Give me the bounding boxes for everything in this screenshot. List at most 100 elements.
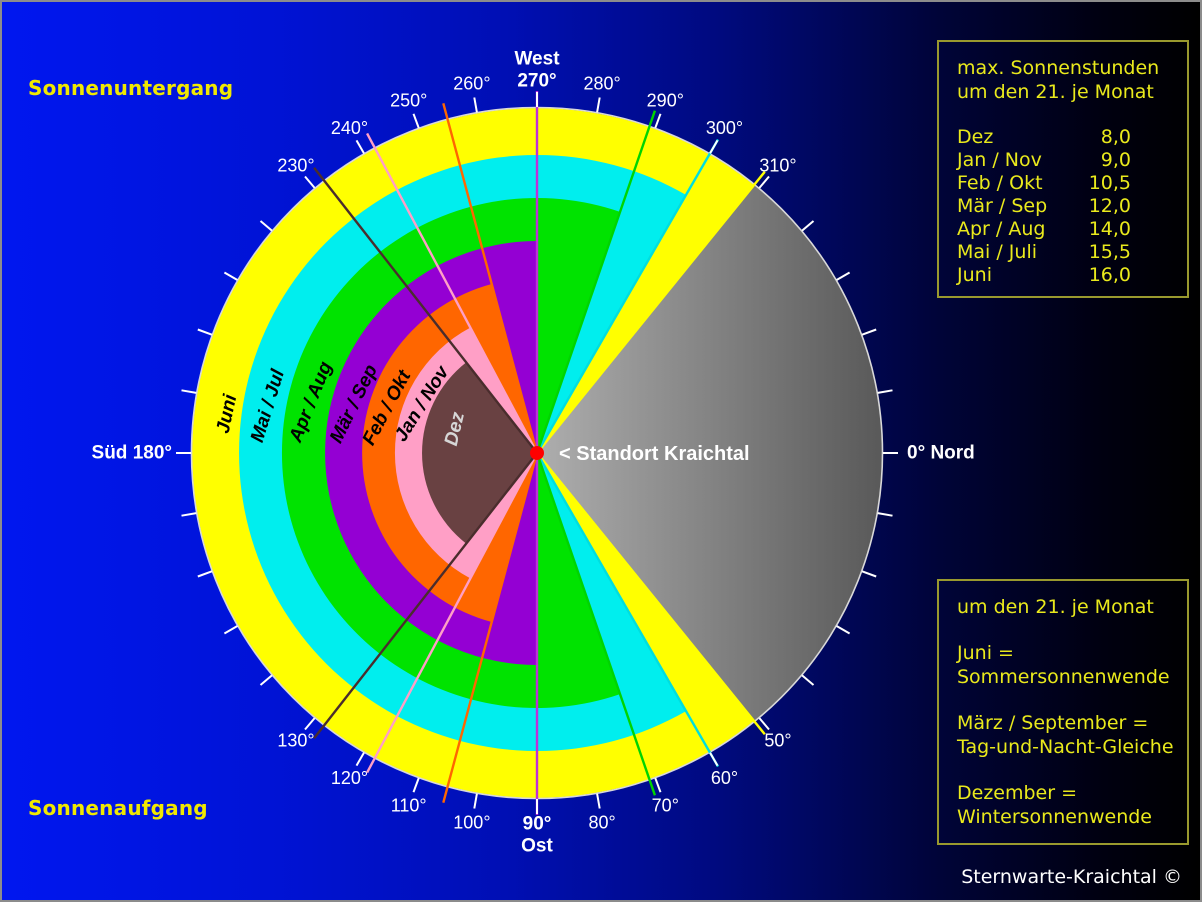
hours-row-value: 15,5 (1088, 241, 1131, 263)
degree-label-60: 60° (711, 768, 738, 788)
hours-row-month: Feb / Okt (957, 172, 1043, 194)
sunset-line-jan-nov (366, 132, 539, 454)
cardinal-label-nord: 0° Nord (907, 443, 975, 464)
tick-mark-70 (654, 777, 662, 793)
center-dot (530, 446, 544, 460)
tick-mark-60 (709, 752, 719, 767)
tick-mark-150 (223, 625, 238, 635)
tick-mark-130 (304, 717, 316, 731)
hours-row-value: 9,0 (1100, 149, 1131, 171)
tick-mark-220 (259, 220, 273, 232)
sector-dez (422, 362, 537, 544)
tick-mark-310 (758, 175, 770, 189)
degree-label-130: 130° (277, 730, 314, 750)
hours-row-month: Juni (957, 264, 992, 286)
degree-label-250: 250° (390, 91, 427, 111)
credit-label: Sternwarte-Kraichtal © (961, 866, 1182, 888)
tick-mark-40 (801, 674, 815, 686)
sunrise-line-feb-okt (442, 452, 539, 804)
note-term: März / September = (957, 712, 1149, 734)
tick-mark-190 (181, 389, 197, 394)
tick-mark-200 (197, 328, 213, 336)
degree-label-300: 300° (706, 118, 743, 138)
tick-mark-80 (596, 793, 601, 809)
note-entry: Juni = Sommersonnenwende (957, 641, 1170, 689)
note-entry: März / September = Tag-und-Nacht-Gleiche (957, 711, 1174, 759)
cardinal-label-ost: Ost (521, 836, 553, 857)
tick-mark-120 (355, 752, 365, 767)
sunset-line-dez (313, 166, 538, 454)
sunrise-label: Sonnenaufgang (28, 796, 208, 820)
cardinal-label-sued: Süd 180° (92, 443, 172, 464)
hours-row: Mär / Sep 12,0 (957, 195, 1169, 218)
tick-mark-20 (861, 570, 877, 578)
degree-label-260: 260° (453, 74, 490, 94)
notes-list: Juni = Sommersonnenwende März / September … (957, 641, 1174, 829)
tick-mark-140 (259, 674, 273, 686)
degree-label-110: 110° (391, 795, 427, 815)
hours-row-value: 10,5 (1088, 172, 1131, 194)
solstice-notes-box: um den 21. je Monat Juni = Sommersonnenwe… (937, 579, 1189, 845)
degree-label-230: 230° (277, 156, 314, 176)
cardinal-label-west: 270° (517, 71, 556, 92)
tick-mark-110 (412, 777, 420, 793)
note-definition: Wintersonnenwende (957, 806, 1153, 828)
tick-mark-340 (861, 328, 877, 336)
sunset-label: Sonnenuntergang (28, 76, 234, 100)
cardinal-label-ost: 90° (523, 814, 552, 835)
hours-row: Dez 8,0 (957, 126, 1169, 149)
sunrise-line-apr-aug (535, 452, 657, 796)
tick-mark-230 (304, 175, 316, 189)
hours-row: Mai / Juli 15,5 (957, 241, 1169, 264)
sunset-line-mai-jul (535, 138, 720, 454)
hours-box-title-line1: max. Sonnenstunden (957, 57, 1160, 79)
degree-label-70: 70° (652, 795, 679, 815)
sunset-line-apr-aug (535, 110, 657, 454)
note-definition: Sommersonnenwende (957, 666, 1170, 688)
tick-mark-290 (654, 113, 662, 129)
tick-mark-320 (801, 220, 815, 232)
hours-row-value: 16,0 (1088, 264, 1131, 286)
hours-row: Juni 16,0 (957, 264, 1169, 287)
hours-row-month: Dez (957, 126, 994, 148)
note-definition: Tag-und-Nacht-Gleiche (957, 736, 1174, 758)
hours-row: Jan / Nov 9,0 (957, 149, 1169, 172)
tick-mark-280 (596, 97, 601, 113)
tick-mark-160 (197, 570, 213, 578)
tick-mark-30 (836, 625, 851, 635)
tick-mark-260 (473, 97, 478, 113)
cardinal-label-west: West (514, 49, 560, 70)
sunrise-line-juni (536, 452, 766, 736)
degree-label-310: 310° (759, 156, 796, 176)
sunrise-line-jan-nov (366, 452, 539, 774)
max-sun-hours-box: max. Sonnenstunden um den 21. je Monat D… (937, 40, 1189, 298)
location-label: < Standort Kraichtal (559, 443, 750, 465)
hours-row-month: Apr / Aug (957, 218, 1046, 240)
note-term: Juni = (957, 642, 1014, 664)
hours-row-month: Mai / Juli (957, 241, 1037, 263)
degree-label-50: 50° (764, 730, 791, 750)
sunset-line-juni (536, 170, 766, 454)
hours-row-value: 8,0 (1100, 126, 1131, 148)
notes-box-title: um den 21. je Monat (957, 596, 1154, 618)
tick-mark-240 (355, 139, 365, 154)
note-term: Dezember = (957, 782, 1078, 804)
sunrise-line-dez (313, 452, 538, 740)
tick-mark-100 (473, 793, 478, 809)
tick-mark-330 (836, 271, 851, 281)
tick-mark-10 (877, 512, 893, 517)
hours-row-month: Mär / Sep (957, 195, 1048, 217)
degree-label-120: 120° (331, 768, 368, 788)
tick-mark-50 (758, 717, 770, 731)
degree-label-100: 100° (453, 812, 490, 832)
hours-table: Dez 8,0 Jan / Nov 9,0 Feb / Okt 10,5 Mär / Sep… (957, 126, 1169, 287)
degree-label-80: 80° (588, 812, 615, 832)
tick-mark-210 (223, 271, 238, 281)
night-sector (537, 184, 882, 722)
hours-row: Apr / Aug 14,0 (957, 218, 1169, 241)
sunset-line-feb-okt (442, 102, 539, 454)
hours-row: Feb / Okt 10,5 (957, 172, 1169, 195)
